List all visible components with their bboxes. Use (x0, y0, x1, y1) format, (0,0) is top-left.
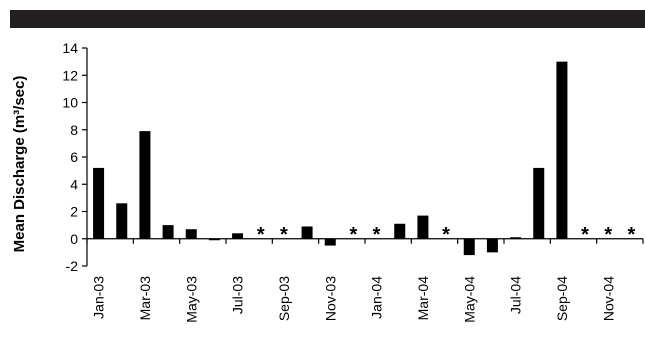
y-tick-label: 14 (62, 40, 78, 56)
y-tick-label: 4 (70, 176, 78, 192)
bar (510, 237, 522, 239)
x-tick-label: May-03 (183, 276, 199, 323)
bar (463, 238, 475, 256)
bars: * * * * * * * * (93, 61, 636, 256)
bar (324, 238, 336, 246)
bar (93, 167, 105, 239)
x-tick-label: Sep-04 (554, 276, 570, 321)
y-tick-label: 2 (70, 204, 78, 220)
bar (208, 238, 220, 241)
missing-data-marker: * (628, 224, 636, 246)
x-tick-label: Jan-03 (91, 276, 107, 319)
bar (556, 61, 568, 239)
bar (232, 233, 244, 239)
y-tick-label: 8 (70, 122, 78, 138)
missing-data-marker: * (442, 224, 450, 246)
missing-data-marker: * (604, 224, 612, 246)
x-tick-label: Nov-04 (600, 276, 616, 321)
y-tick-label: 6 (70, 149, 78, 165)
header-bar (10, 10, 645, 28)
x-tick-label: Jul-03 (230, 276, 246, 314)
x-tick-label: May-04 (461, 276, 477, 323)
y-tick-label: -2 (66, 258, 79, 274)
y-axis-title: Mean Discharge (m³/sec) (11, 76, 28, 253)
bar (116, 203, 128, 239)
bar (417, 215, 429, 239)
missing-data-marker: * (581, 224, 589, 246)
missing-data-marker: * (350, 224, 358, 246)
x-tick-labels: Jan-03 Mar-03 May-03 Jul-03 Sep-03 Nov-03 Jan-… (91, 276, 617, 323)
bar (486, 238, 498, 253)
bar (301, 226, 313, 239)
x-tick-label: Mar-03 (137, 276, 153, 321)
x-tick-label: Nov-03 (322, 276, 338, 321)
bar (185, 229, 197, 239)
missing-data-marker: * (373, 224, 381, 246)
x-tick-label: Mar-04 (415, 276, 431, 321)
x-axis (86, 238, 644, 244)
y-tick-label: 10 (62, 95, 78, 111)
bar (162, 225, 174, 239)
bar (139, 131, 151, 239)
x-tick-label: Jul-04 (508, 276, 524, 314)
y-tick-label: 0 (70, 231, 78, 247)
missing-data-marker: * (257, 224, 265, 246)
bar (533, 167, 545, 239)
bar (394, 223, 406, 239)
missing-data-marker: * (280, 224, 288, 246)
x-tick-label: Sep-03 (276, 276, 292, 321)
x-tick-label: Jan-04 (369, 276, 385, 319)
y-axis: -2 0 2 4 6 8 10 12 14 (62, 40, 88, 274)
y-tick-label: 12 (62, 67, 78, 83)
